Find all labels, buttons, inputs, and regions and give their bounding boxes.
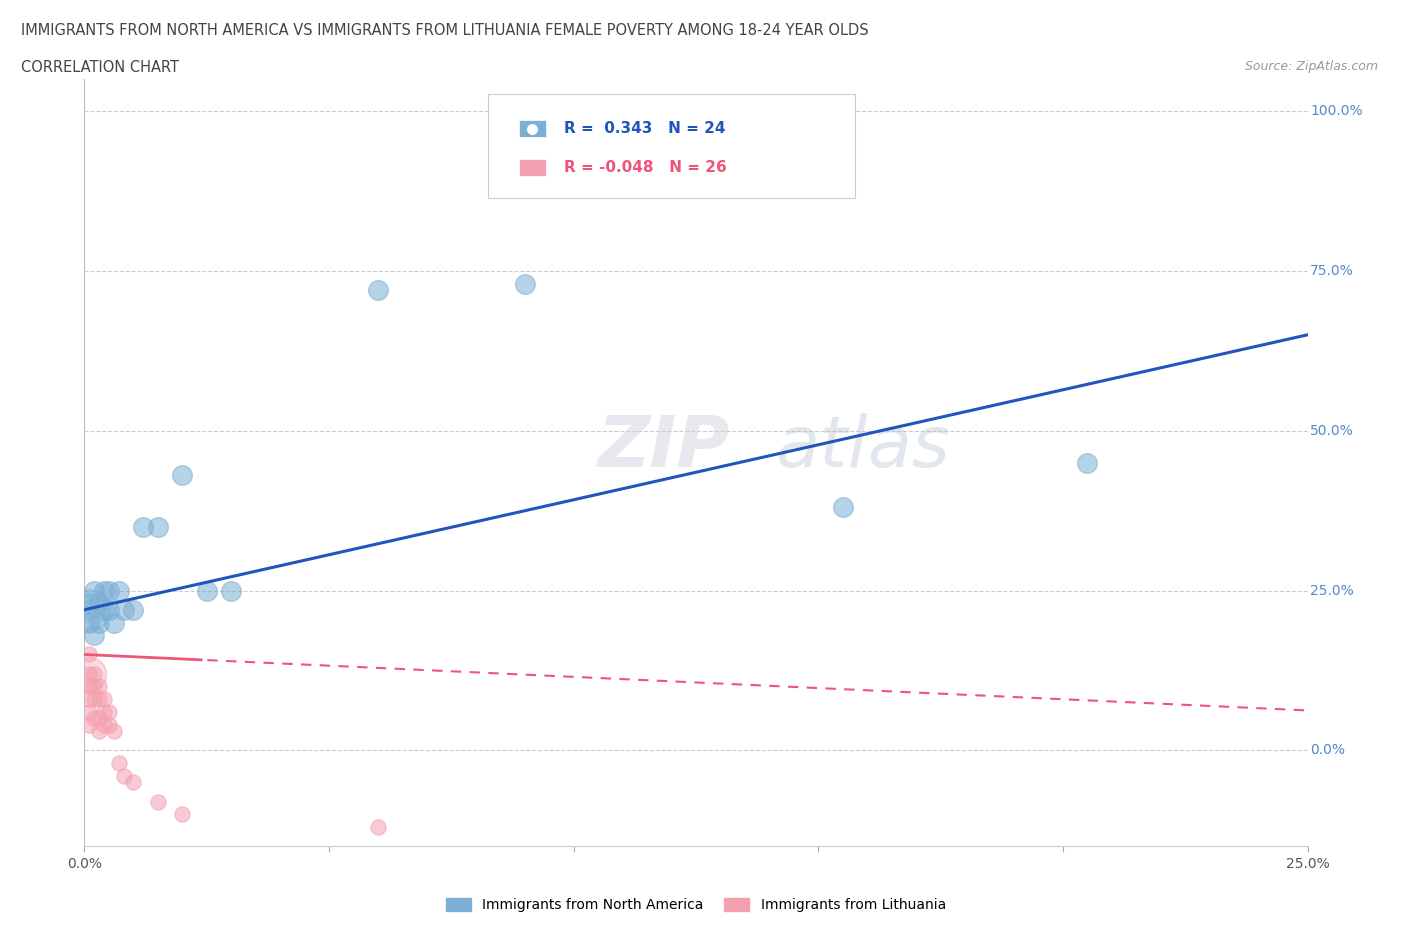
Point bbox=[93, 692, 115, 707]
Point bbox=[93, 705, 115, 720]
Point bbox=[93, 603, 115, 618]
Point bbox=[77, 603, 100, 618]
Point bbox=[219, 583, 242, 598]
Point bbox=[77, 717, 100, 732]
Point bbox=[77, 596, 100, 611]
Text: R = -0.048   N = 26: R = -0.048 N = 26 bbox=[564, 160, 727, 175]
Point bbox=[112, 603, 135, 618]
Text: 100.0%: 100.0% bbox=[1310, 104, 1362, 118]
Point bbox=[97, 705, 120, 720]
Point bbox=[107, 756, 129, 771]
Point bbox=[87, 615, 110, 630]
Point bbox=[146, 794, 169, 809]
Point bbox=[172, 807, 194, 822]
FancyBboxPatch shape bbox=[519, 121, 546, 138]
Point bbox=[77, 705, 100, 720]
Point bbox=[77, 666, 100, 681]
Text: IMMIGRANTS FROM NORTH AMERICA VS IMMIGRANTS FROM LITHUANIA FEMALE POVERTY AMONG : IMMIGRANTS FROM NORTH AMERICA VS IMMIGRA… bbox=[21, 23, 869, 38]
Point bbox=[77, 679, 100, 694]
Text: 50.0%: 50.0% bbox=[1310, 424, 1354, 438]
Point bbox=[195, 583, 218, 598]
Point bbox=[103, 724, 125, 738]
Text: CORRELATION CHART: CORRELATION CHART bbox=[21, 60, 179, 75]
Point bbox=[122, 775, 145, 790]
Point bbox=[87, 724, 110, 738]
Point bbox=[83, 692, 105, 707]
Point bbox=[97, 583, 120, 598]
FancyBboxPatch shape bbox=[519, 159, 546, 176]
Point bbox=[146, 519, 169, 534]
Point bbox=[77, 647, 100, 662]
Point bbox=[77, 615, 100, 630]
Text: Source: ZipAtlas.com: Source: ZipAtlas.com bbox=[1244, 60, 1378, 73]
Legend: Immigrants from North America, Immigrants from Lithuania: Immigrants from North America, Immigrant… bbox=[446, 898, 946, 912]
Text: 0.0%: 0.0% bbox=[1310, 743, 1346, 757]
Point bbox=[132, 519, 155, 534]
Point bbox=[93, 717, 115, 732]
Point bbox=[83, 666, 105, 681]
Point bbox=[831, 500, 853, 515]
Point bbox=[112, 768, 135, 783]
Text: 25.0%: 25.0% bbox=[1310, 583, 1354, 598]
Text: R =  0.343   N = 24: R = 0.343 N = 24 bbox=[564, 122, 725, 137]
Point bbox=[172, 468, 194, 483]
Point bbox=[77, 692, 100, 707]
Text: ZIP: ZIP bbox=[598, 413, 730, 482]
Point bbox=[1076, 456, 1098, 471]
Point bbox=[87, 692, 110, 707]
Point bbox=[97, 717, 120, 732]
Point bbox=[107, 583, 129, 598]
Point bbox=[83, 628, 105, 643]
Text: atlas: atlas bbox=[776, 413, 950, 482]
Point bbox=[122, 603, 145, 618]
Point bbox=[77, 666, 100, 681]
Point bbox=[83, 679, 105, 694]
Point bbox=[93, 583, 115, 598]
Point bbox=[77, 603, 100, 618]
Point bbox=[513, 276, 536, 291]
Text: 75.0%: 75.0% bbox=[1310, 264, 1354, 278]
Point bbox=[97, 603, 120, 618]
Point bbox=[367, 819, 389, 834]
FancyBboxPatch shape bbox=[488, 95, 855, 198]
Point bbox=[87, 679, 110, 694]
Point bbox=[83, 711, 105, 726]
Point bbox=[103, 615, 125, 630]
Point bbox=[87, 596, 110, 611]
Point bbox=[367, 283, 389, 298]
Point bbox=[83, 583, 105, 598]
Point bbox=[87, 711, 110, 726]
